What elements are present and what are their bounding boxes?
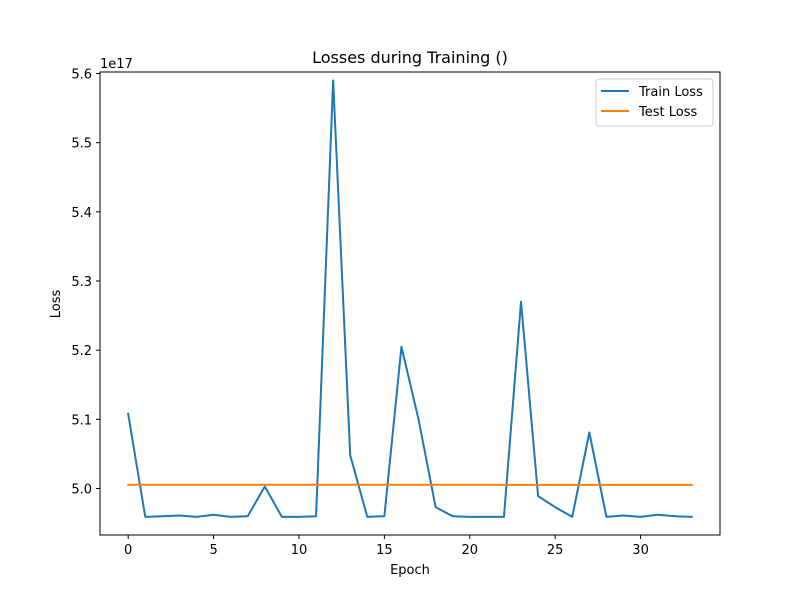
- x-axis-label: Epoch: [390, 563, 430, 578]
- series-layer: [127, 79, 693, 518]
- y-tick-label: 5.0: [71, 483, 92, 498]
- ticks-layer: 0 5 10 15 20 25 30 5.0 5.1 5.2 5.3 5.4 5.5 5.6: [71, 68, 649, 558]
- x-tick-label: 25: [547, 543, 564, 558]
- y-tick-label: 5.5: [71, 137, 92, 152]
- x-tick-label: 15: [376, 543, 393, 558]
- series-line-train-loss: [127, 79, 693, 518]
- x-tick-label: 30: [632, 543, 649, 558]
- y-tick-label: 5.6: [71, 68, 92, 83]
- x-tick-label: 20: [462, 543, 479, 558]
- y-tick-label: 5.1: [71, 413, 92, 428]
- legend: Train Loss Test Loss: [595, 78, 714, 127]
- y-offset-label: 1e17: [100, 57, 133, 72]
- x-tick-label: 5: [209, 543, 217, 558]
- y-tick-label: 5.4: [71, 206, 92, 221]
- chart-title: Losses during Training (): [312, 48, 508, 67]
- x-tick-label: 10: [291, 543, 308, 558]
- x-tick-label: 0: [124, 543, 132, 558]
- legend-label-test-loss: Test Loss: [638, 105, 697, 120]
- y-tick-label: 5.3: [71, 275, 92, 290]
- y-tick-label: 5.2: [71, 344, 92, 359]
- legend-label-train-loss: Train Loss: [638, 85, 703, 100]
- plot-frame: [99, 71, 721, 536]
- y-axis-label: Loss: [49, 290, 64, 319]
